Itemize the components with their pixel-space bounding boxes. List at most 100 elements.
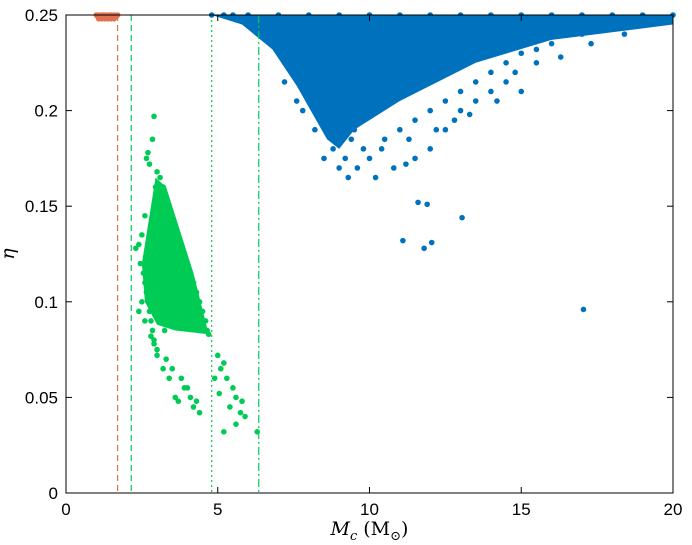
x-axis-label: Mc (M⊙) [330, 518, 409, 544]
data-point-s1-15 [184, 260, 191, 267]
data-point-s1-27 [161, 212, 168, 219]
data-point-s2-37 [518, 50, 525, 57]
data-point-s2-56 [488, 88, 494, 95]
data-point-s1-33 [180, 270, 186, 276]
data-point-s1-2 [145, 149, 151, 156]
data-point-s1-82 [230, 385, 236, 391]
data-point-s2-69 [312, 126, 318, 133]
data-point-s1-37 [192, 308, 198, 315]
data-point-s1-103 [166, 251, 172, 257]
data-point-s2-61 [403, 161, 409, 167]
x-axis-label-unit: (M [363, 518, 390, 540]
data-point-s1-113 [169, 299, 176, 305]
data-point-s2-78 [415, 199, 421, 206]
data-point-s1-58 [148, 318, 154, 324]
data-point-s2-26 [336, 165, 342, 171]
data-point-s2-72 [378, 146, 385, 152]
x-tick-label: 15 [512, 500, 531, 519]
data-point-s1-39 [198, 327, 204, 334]
data-point-s1-86 [242, 413, 248, 420]
data-point-s2-77 [400, 237, 406, 244]
data-point-s2-83 [580, 306, 587, 313]
data-point-s1-47 [161, 327, 168, 334]
data-point-s1-77 [193, 398, 200, 405]
data-point-s1-61 [154, 346, 160, 353]
data-point-s2-68 [299, 107, 306, 114]
data-point-s1-62 [163, 356, 169, 362]
data-point-s1-67 [190, 404, 197, 410]
data-point-s1-26 [158, 203, 165, 209]
data-point-s2-67 [621, 31, 628, 37]
data-point-s1-63 [169, 365, 176, 372]
data-point-s1-66 [187, 394, 194, 401]
data-point-s2-24 [330, 146, 336, 152]
data-point-s1-111 [160, 299, 166, 305]
data-point-s1-36 [189, 299, 195, 305]
data-point-s1-53 [140, 270, 147, 276]
data-point-s1-30 [170, 241, 177, 248]
data-point-s2-34 [472, 79, 479, 85]
y-tick-label: 0.2 [34, 102, 58, 121]
data-point-s2-45 [639, 17, 646, 24]
data-point-s2-17 [245, 21, 251, 28]
y-tick-label: 0.05 [25, 388, 58, 407]
data-point-s2-86 [315, 107, 321, 114]
data-point-s2-88 [239, 16, 245, 22]
data-point-s2-19 [290, 50, 297, 57]
data-point-s2-33 [457, 88, 464, 95]
data-point-s1-12 [175, 232, 182, 238]
data-point-s1-81 [224, 375, 230, 382]
data-point-s1-75 [166, 375, 172, 382]
data-point-s1-50 [136, 241, 142, 248]
data-point-s1-110 [157, 318, 163, 324]
data-point-s2-23 [351, 126, 358, 133]
data-point-s2-25 [342, 155, 349, 162]
data-point-s2-73 [406, 136, 412, 143]
data-point-s1-9 [166, 203, 172, 209]
data-point-s2-36 [503, 60, 509, 66]
x-axis-label-close: ) [401, 518, 408, 540]
data-point-s1-11 [172, 222, 179, 229]
data-point-s1-72 [175, 398, 182, 405]
y-tick-label: 0 [49, 484, 58, 503]
data-point-s2-21 [321, 88, 327, 95]
data-point-s1-107 [184, 299, 191, 305]
data-point-s1-91 [216, 390, 223, 397]
data-point-s2-54 [457, 107, 464, 114]
data-point-s2-44 [624, 19, 631, 26]
data-point-s1-68 [196, 409, 203, 416]
data-point-s1-114 [172, 318, 179, 324]
data-point-s1-83 [233, 394, 239, 401]
data-point-s2-59 [354, 165, 361, 171]
data-point-s2-70 [324, 117, 330, 123]
data-point-s1-73 [151, 341, 157, 347]
data-point-s2-62 [451, 117, 458, 123]
data-point-s1-7 [160, 184, 166, 190]
data-point-s1-40 [151, 203, 157, 209]
data-point-s2-63 [512, 69, 518, 76]
data-point-s2-64 [533, 60, 540, 66]
data-point-s2-55 [472, 98, 479, 104]
data-point-s2-71 [348, 136, 355, 143]
data-point-s0-20 [111, 16, 117, 22]
data-point-s1-89 [254, 429, 261, 435]
data-point-s2-65 [557, 54, 564, 60]
axis-ticks: 0 5 10 15 20 0 0.05 0.1 0.15 0.2 0.25 [25, 6, 683, 519]
data-point-s2-41 [579, 31, 585, 37]
x-axis-label-symbol: M [330, 518, 351, 540]
data-point-s2-42 [594, 27, 600, 34]
data-point-s2-46 [655, 16, 661, 22]
data-point-s2-51 [412, 155, 418, 162]
data-point-s1-118 [136, 308, 142, 315]
data-point-s1-88 [233, 421, 239, 427]
data-point-s1-100 [169, 279, 176, 286]
data-point-s1-29 [167, 232, 174, 238]
data-point-s2-28 [381, 136, 388, 143]
data-point-s2-30 [412, 117, 418, 123]
data-point-s0-22 [106, 13, 112, 19]
data-point-s1-51 [133, 245, 139, 252]
data-point-s1-94 [166, 308, 172, 315]
data-point-s1-108 [190, 318, 197, 324]
data-point-s2-20 [306, 69, 312, 76]
data-point-s1-52 [137, 260, 144, 267]
